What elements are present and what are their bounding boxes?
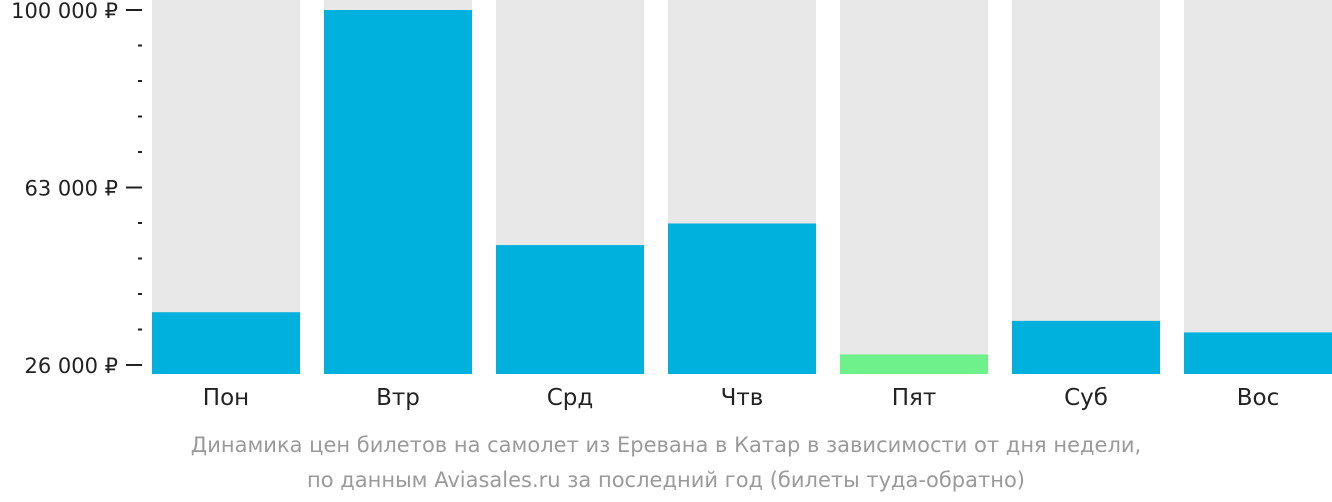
- x-tick-label-2: Срд: [547, 385, 594, 411]
- y-axis: 100 000 ₽ 63 000 ₽ 26 000 ₽: [11, 0, 142, 378]
- data-bars: [152, 10, 1332, 374]
- x-tick-label-3: Чтв: [721, 385, 764, 411]
- x-tick-label-4: Пят: [892, 385, 937, 411]
- bar-4: [840, 354, 988, 374]
- bar-background-4: [840, 0, 988, 374]
- chart-caption-line-2: по данным Aviasales.ru за последний год …: [307, 468, 1025, 492]
- x-tick-label-1: Втр: [376, 385, 420, 411]
- bar-3: [668, 223, 816, 374]
- bar-background-6: [1184, 0, 1332, 374]
- y-tick-label-2: 26 000 ₽: [24, 354, 118, 378]
- bar-2: [496, 245, 644, 374]
- y-tick-label-0: 100 000 ₽: [11, 0, 118, 23]
- bar-5: [1012, 320, 1160, 374]
- price-chart: 100 000 ₽ 63 000 ₽ 26 000 ₽ Пон Втр Срд Чтв Пя…: [11, 0, 1332, 411]
- x-tick-label-6: Вос: [1237, 385, 1280, 411]
- y-tick-label-1: 63 000 ₽: [24, 177, 118, 201]
- chart-caption-line-1: Динамика цен билетов на самолет из Ерева…: [190, 433, 1142, 457]
- bar-1: [324, 10, 472, 374]
- x-axis: Пон Втр Срд Чтв Пят Суб Вос: [203, 385, 1279, 411]
- bar-background-0: [152, 0, 300, 374]
- bar-6: [1184, 332, 1332, 374]
- bar-0: [152, 312, 300, 374]
- x-tick-label-0: Пон: [203, 385, 249, 411]
- bar-background-5: [1012, 0, 1160, 374]
- x-tick-label-5: Суб: [1064, 385, 1108, 411]
